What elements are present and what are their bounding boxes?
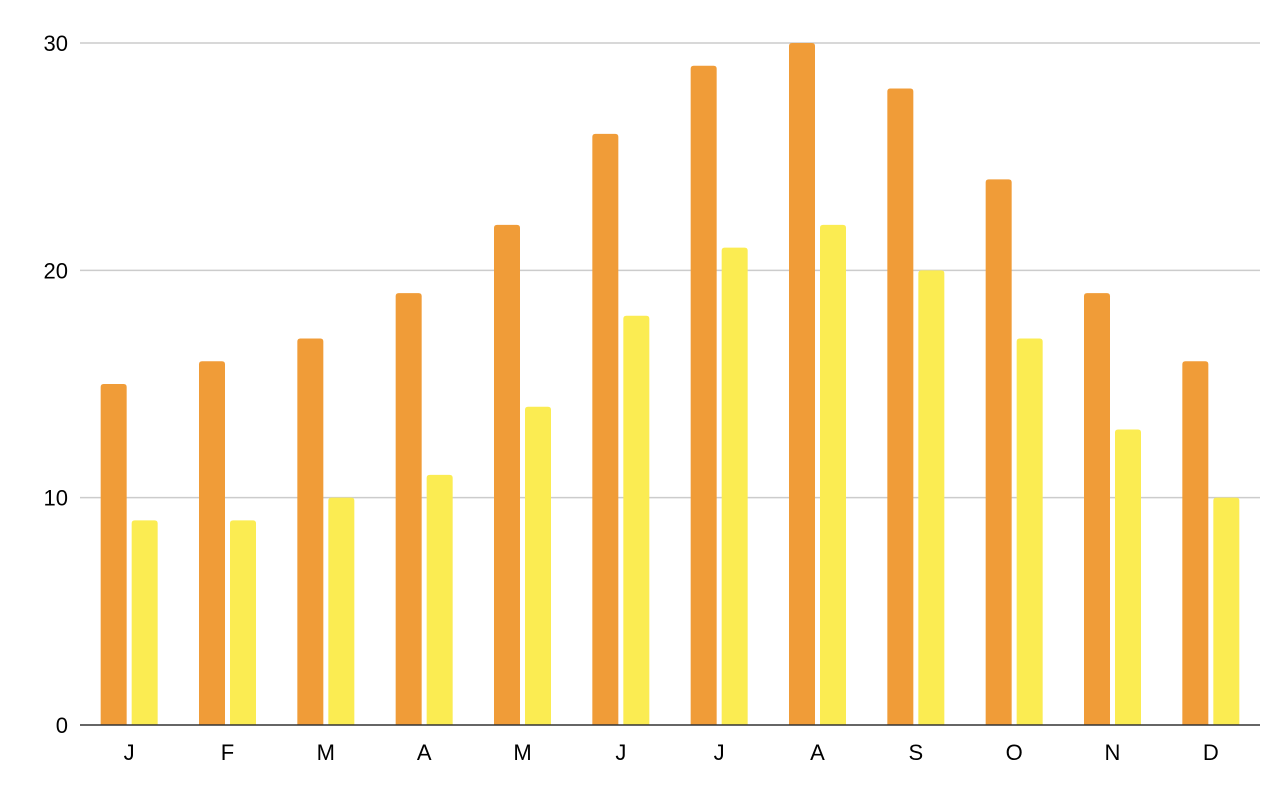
bar-series-2 xyxy=(721,247,748,725)
x-tick-label: F xyxy=(221,740,234,765)
y-axis-tick-labels: 0 10 20 30 xyxy=(44,31,68,738)
bars xyxy=(100,43,1240,725)
x-tick-label: M xyxy=(513,740,531,765)
y-tick-label: 20 xyxy=(44,258,68,283)
bar-series-1 xyxy=(887,88,914,725)
x-tick-label: J xyxy=(124,740,135,765)
bar-series-2 xyxy=(525,406,551,725)
x-tick-label: A xyxy=(810,740,825,765)
bar-series-1 xyxy=(690,65,717,725)
x-tick-label: O xyxy=(1006,740,1023,765)
bar-series-2 xyxy=(328,497,355,725)
x-tick-label: S xyxy=(908,740,923,765)
bar-series-2 xyxy=(131,520,158,725)
bar-series-1 xyxy=(494,224,520,725)
bar-series-2 xyxy=(820,224,846,725)
gridlines xyxy=(80,42,1260,499)
bar-series-2 xyxy=(1213,497,1240,725)
bar-series-1 xyxy=(789,43,815,725)
y-tick-label: 0 xyxy=(56,713,68,738)
bar-series-1 xyxy=(1084,293,1110,725)
bar-series-2 xyxy=(426,474,453,725)
bar-series-1 xyxy=(199,361,225,725)
bar-series-2 xyxy=(1016,338,1043,725)
bar-series-1 xyxy=(297,338,324,725)
bar-series-1 xyxy=(100,384,127,725)
x-tick-label: J xyxy=(714,740,725,765)
x-tick-label: M xyxy=(317,740,335,765)
bar-series-2 xyxy=(230,520,256,725)
y-tick-label: 10 xyxy=(44,486,68,511)
bar-series-1 xyxy=(592,133,619,725)
x-tick-label: D xyxy=(1203,740,1219,765)
x-tick-label: N xyxy=(1105,740,1121,765)
x-tick-label: A xyxy=(417,740,432,765)
x-tick-label: J xyxy=(615,740,626,765)
bar-series-2 xyxy=(623,315,650,725)
bar-series-2 xyxy=(918,270,945,725)
y-tick-label: 30 xyxy=(44,31,68,56)
bar-series-1 xyxy=(985,179,1012,725)
bar-series-1 xyxy=(1182,361,1209,725)
bar-series-2 xyxy=(1115,429,1141,725)
bar-series-1 xyxy=(395,293,422,725)
